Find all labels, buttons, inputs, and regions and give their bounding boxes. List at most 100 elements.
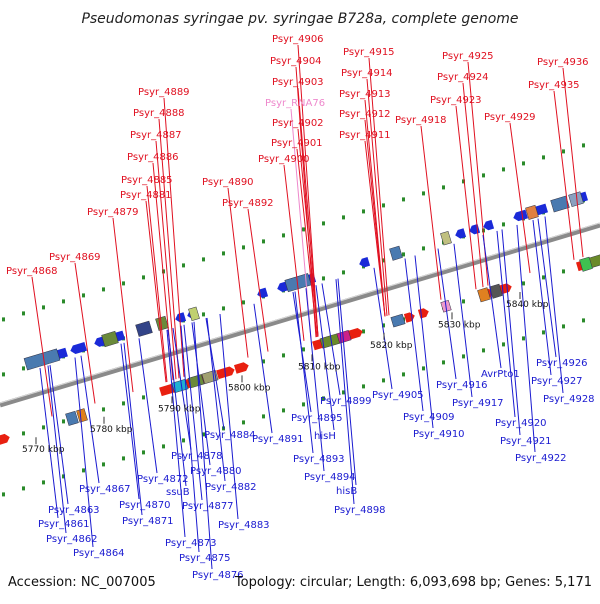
track-dot <box>542 155 545 160</box>
track-dot <box>482 348 485 353</box>
forward-gene-label: Psyr_4914 <box>341 68 393 79</box>
forward-label-leader <box>295 66 317 338</box>
reverse-gene-label: Psyr_4910 <box>413 429 465 440</box>
reverse-label-leader <box>123 342 143 516</box>
track-dot <box>222 251 225 256</box>
accession-text: Accession: NC_007005 <box>8 575 156 590</box>
reverse-gene-label: Psyr_4873 <box>165 538 217 549</box>
track-dot <box>342 215 345 220</box>
reverse-gene-label: hisH <box>314 431 336 442</box>
reverse-gene-arrow <box>359 257 371 268</box>
reverse-gene-label: Psyr_4882 <box>205 482 257 493</box>
reverse-label-leader <box>183 324 203 501</box>
forward-label-leader <box>112 217 134 393</box>
reverse-gene-arrow <box>513 209 528 222</box>
forward-label-leader <box>163 97 185 377</box>
track-dot <box>22 431 25 436</box>
reverse-label-leader <box>49 364 69 505</box>
reverse-gene-label: Psyr_4898 <box>334 505 386 516</box>
reverse-gene-block <box>23 348 61 371</box>
track-dot <box>282 233 285 238</box>
forward-gene-label: Psyr_4892 <box>222 198 274 209</box>
forward-gene-label: Psyr_4923 <box>430 95 482 106</box>
forward-gene-label: Psyr_4900 <box>258 154 310 165</box>
reverse-gene-block <box>135 320 153 337</box>
reverse-gene-label: Psyr_4872 <box>137 474 189 485</box>
reverse-label-leader <box>138 338 158 474</box>
track-dot <box>162 444 165 449</box>
track-dot <box>302 402 305 407</box>
forward-label-leader <box>509 122 531 274</box>
reverse-label-leader <box>532 220 552 376</box>
track-dot <box>42 480 45 485</box>
reverse-label-leader <box>172 328 192 451</box>
forward-gene-arrow <box>403 312 415 323</box>
track-dot <box>382 378 385 383</box>
track-dot <box>462 299 465 304</box>
forward-gene-label: Psyr_4886 <box>127 152 179 163</box>
reverse-label-leader <box>501 229 521 436</box>
track-dot <box>142 450 145 455</box>
track-dot <box>442 360 445 365</box>
reverse-gene-label: Psyr_4880 <box>190 466 242 477</box>
reverse-label-leader <box>292 292 312 413</box>
track-dot <box>522 281 525 286</box>
track-dot <box>242 420 245 425</box>
track-dot <box>562 269 565 274</box>
reverse-gene-label: Psyr_4863 <box>48 505 100 516</box>
track-dot <box>402 252 405 257</box>
forward-gene-arrow <box>417 308 429 319</box>
track-dot <box>62 419 65 424</box>
forward-label-leader <box>158 118 180 379</box>
scale-tick-label: 5830 kbp <box>438 320 481 330</box>
track-dot <box>302 347 305 352</box>
reverse-gene-label: Psyr_4917 <box>452 398 504 409</box>
reverse-gene-label: ssuB <box>166 487 190 498</box>
reverse-gene-label: Psyr_4905 <box>372 390 424 401</box>
reverse-label-leader <box>537 218 557 358</box>
reverse-gene-label: Psyr_4861 <box>38 519 90 530</box>
track-dot <box>362 209 365 214</box>
track-dot <box>302 227 305 232</box>
reverse-gene-arrow <box>70 341 87 355</box>
reverse-gene-arrow <box>455 228 467 239</box>
forward-gene-arrow <box>234 362 249 374</box>
forward-gene-block <box>76 408 88 423</box>
track-dot <box>462 179 465 184</box>
scale-tick-label: 5820 kbp <box>370 341 413 351</box>
track-dot <box>442 185 445 190</box>
reverse-gene-label: Psyr_4916 <box>436 380 488 391</box>
reverse-gene-label: Psyr_4894 <box>304 472 356 483</box>
track-dot <box>182 438 185 443</box>
forward-gene-label: Psyr_RNA76 <box>265 98 325 109</box>
scale-tick-label: 5770 kbp <box>22 445 65 455</box>
forward-gene-label: Psyr_4904 <box>270 56 322 67</box>
reverse-gene-label: Psyr_4883 <box>218 520 270 531</box>
forward-label-leader <box>31 276 53 417</box>
reverse-label-leader <box>437 248 457 380</box>
track-dot <box>142 275 145 280</box>
track-dot <box>102 287 105 292</box>
reverse-gene-label: Psyr_4921 <box>500 436 552 447</box>
forward-gene-label: Psyr_4903 <box>272 77 324 88</box>
track-dot <box>22 486 25 491</box>
scale-tick-label: 5800 kbp <box>228 383 271 393</box>
reverse-gene-label: Psyr_4878 <box>171 451 223 462</box>
reverse-gene-label: Psyr_4875 <box>179 553 231 564</box>
reverse-gene-block <box>525 204 539 220</box>
track-dot <box>322 396 325 401</box>
gene-labels: Psyr_4868 Psyr_4869 Psyr_4879 Psyr_4881 Psyr… <box>6 34 595 581</box>
map-title: Pseudomonas syringae pv. syringae B728a,… <box>81 11 518 27</box>
track-dot <box>202 432 205 437</box>
track-dot <box>2 372 5 377</box>
reverse-gene-label: Psyr_4891 <box>252 434 304 445</box>
forward-gene-label: Psyr_4935 <box>528 80 580 91</box>
track-dot <box>422 366 425 371</box>
reverse-gene-block <box>101 330 119 348</box>
reverse-label-leader <box>337 278 357 486</box>
track-dot <box>502 222 505 227</box>
track-dot <box>62 474 65 479</box>
forward-label-leader <box>227 187 249 358</box>
track-dot <box>122 281 125 286</box>
